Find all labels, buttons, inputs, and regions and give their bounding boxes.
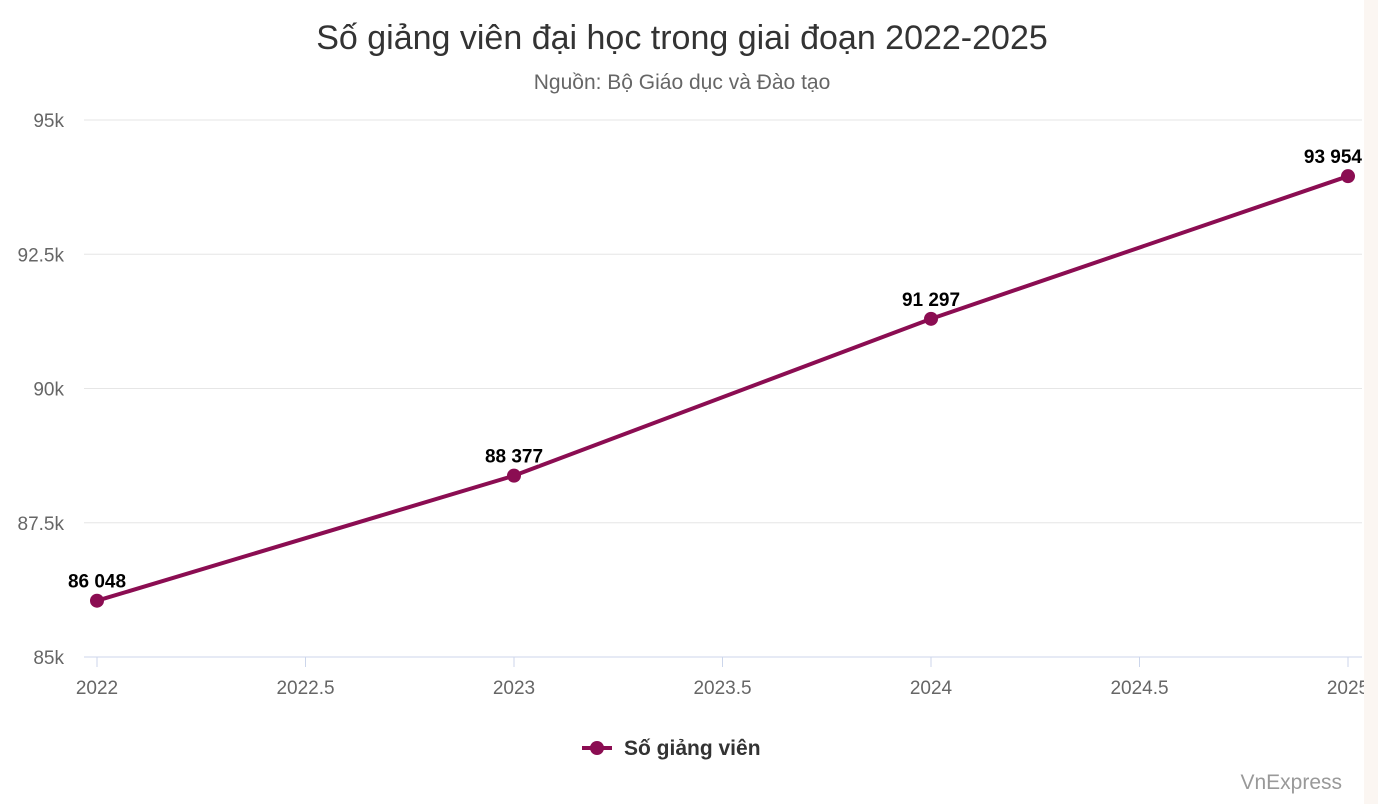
legend-marker-icon [590,741,604,755]
x-tick-label: 2023 [493,678,535,699]
y-tick-label: 85k [33,648,64,669]
gridlines [84,119,1362,524]
x-tick-label: 2025 [1327,678,1364,699]
series-line-group [90,169,1355,608]
y-tick-label: 87.5k [18,514,65,535]
data-point-marker[interactable] [507,468,521,483]
y-tick-label: 92.5k [18,245,65,266]
page-edge-strip [1364,0,1378,804]
y-axis: 85k 87.5k 90k 92.5k 95k [18,111,65,669]
series-line [95,174,1350,603]
legend-label[interactable]: Số giảng viên [624,737,761,760]
y-tick-label: 90k [33,380,64,401]
y-tick-label: 95k [33,111,64,132]
credit-text: VnExpress [1240,771,1342,794]
x-tick-label: 2023.5 [693,678,751,699]
x-tick-label: 2022.5 [276,678,334,699]
data-point-marker[interactable] [924,311,938,326]
legend[interactable]: Số giảng viên [582,737,761,760]
x-tick-label: 2022 [76,678,118,699]
x-axis: 2022 2022.5 2023 2023.5 2024 2024.5 2025 [76,656,1364,699]
data-label: 86 048 [68,572,126,593]
chart-title: Số giảng viên đại học trong giai đoạn 20… [316,19,1048,57]
chart-subtitle: Nguồn: Bộ Giáo dục và Đào tạo [534,71,831,94]
x-tick-label: 2024 [910,678,953,699]
data-label: 88 377 [485,447,543,468]
data-label: 91 297 [902,290,960,311]
data-label: 93 954 [1304,147,1363,168]
data-point-marker[interactable] [1341,169,1355,184]
data-labels: 86 048 88 377 91 297 93 954 [66,145,1364,595]
x-tick-label: 2024.5 [1110,678,1168,699]
data-point-marker[interactable] [90,593,104,608]
